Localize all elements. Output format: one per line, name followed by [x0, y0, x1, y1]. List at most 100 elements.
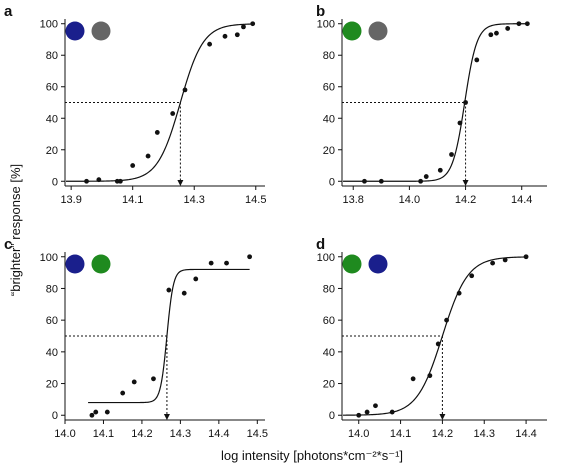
x-tick-label: 14.0	[399, 194, 420, 206]
data-point	[457, 120, 463, 126]
data-point	[193, 276, 199, 282]
threshold-arrowhead	[177, 180, 184, 186]
threshold-arrowhead	[462, 180, 469, 186]
data-point	[364, 409, 370, 415]
data-point	[488, 32, 494, 38]
data-point	[389, 409, 395, 415]
panel-letter: b	[316, 3, 325, 20]
blue-stimulus-disc	[368, 254, 388, 274]
panel-letter: d	[316, 236, 325, 253]
data-point	[120, 390, 126, 396]
fit-curve	[343, 23, 528, 182]
y-tick-label: 0	[329, 176, 335, 188]
panels: a 0 20 40 60 80 100 13.9 14.1 14.3 14.5 b 0 20 40 60 80 1…	[4, 3, 547, 440]
panel-d: d 0 20 40 60 80 100 14.0 14.1 14.2 14.3 14.4	[316, 236, 547, 440]
data-point	[145, 153, 151, 159]
data-point	[84, 178, 89, 184]
data-point	[207, 41, 213, 47]
data-point	[131, 379, 137, 385]
y-tick-label: 60	[323, 315, 335, 327]
data-point	[222, 33, 228, 39]
data-point	[104, 409, 110, 415]
x-tick-label: 14.3	[474, 428, 495, 440]
x-axis-title: log intensity [photons*cm⁻²*s⁻¹]	[221, 448, 403, 463]
x-tick-label: 14.3	[170, 428, 191, 440]
x-tick-label: 14.1	[390, 428, 411, 440]
panel-letter: c	[4, 236, 12, 253]
y-tick-label: 80	[46, 50, 58, 62]
y-tick-label: 40	[46, 113, 58, 125]
data-point	[89, 412, 95, 418]
data-point	[524, 21, 530, 27]
data-point	[449, 152, 454, 157]
data-point	[435, 341, 441, 347]
data-point	[410, 376, 416, 382]
data-point	[117, 178, 123, 184]
data-point	[418, 178, 424, 184]
data-point	[151, 376, 156, 382]
y-tick-label: 40	[323, 347, 335, 359]
x-tick-label: 14.5	[245, 194, 266, 206]
y-tick-label: 20	[323, 379, 335, 391]
x-tick-label: 14.2	[131, 428, 152, 440]
data-point	[234, 32, 240, 38]
data-point	[241, 24, 246, 30]
data-point	[516, 21, 522, 27]
y-tick-label: 100	[317, 19, 335, 31]
panel-c: c 0 20 40 60 80 100 14.0 14.1 14.2 14.3 14.4 14.5	[4, 236, 268, 440]
data-point	[474, 57, 480, 63]
data-point	[181, 290, 187, 296]
y-tick-label: 60	[323, 82, 335, 94]
data-point	[456, 290, 462, 296]
blue-stimulus-disc	[65, 21, 85, 41]
y-tick-label: 20	[323, 145, 335, 157]
data-point	[224, 260, 229, 266]
y-tick-label: 0	[52, 410, 58, 422]
x-tick-label: 14.2	[455, 194, 476, 206]
data-point	[423, 174, 429, 179]
x-tick-label: 14.5	[247, 428, 268, 440]
data-point	[502, 257, 508, 263]
y-axis-title: “brighter” response [%]	[8, 164, 23, 296]
threshold-arrowhead	[439, 414, 446, 420]
y-tick-label: 20	[46, 145, 58, 157]
y-tick-label: 60	[46, 315, 58, 327]
x-tick-label: 14.3	[184, 194, 205, 206]
data-point	[130, 163, 136, 168]
data-point	[469, 273, 475, 279]
green-stimulus-disc	[342, 254, 362, 274]
y-tick-label: 40	[46, 347, 58, 359]
y-tick-label: 100	[40, 252, 58, 264]
y-tick-label: 80	[323, 50, 335, 62]
data-point	[490, 260, 496, 266]
data-point	[247, 254, 253, 260]
data-point	[494, 30, 499, 36]
data-point	[356, 412, 362, 418]
data-point	[523, 254, 529, 260]
green-stimulus-disc	[342, 21, 362, 41]
y-tick-label: 100	[40, 19, 58, 31]
x-tick-label: 14.0	[54, 428, 75, 440]
x-tick-label: 13.8	[343, 194, 364, 206]
x-tick-label: 14.4	[515, 428, 536, 440]
x-tick-label: 14.2	[432, 428, 453, 440]
y-tick-label: 80	[323, 283, 335, 295]
y-tick-label: 60	[46, 82, 58, 94]
x-tick-label: 14.4	[511, 194, 532, 206]
fit-curve	[88, 268, 250, 404]
y-tick-label: 100	[317, 252, 335, 264]
x-tick-label: 14.0	[348, 428, 369, 440]
panel-letter: a	[4, 3, 13, 20]
green-stimulus-disc	[91, 254, 111, 274]
x-tick-label: 14.4	[208, 428, 229, 440]
fit-curve	[343, 256, 527, 416]
y-tick-label: 0	[52, 176, 58, 188]
data-point	[96, 177, 102, 183]
data-point	[378, 178, 384, 184]
data-point	[154, 130, 160, 135]
y-tick-label: 80	[46, 283, 58, 295]
y-tick-label: 40	[323, 113, 335, 125]
data-point	[427, 373, 433, 379]
data-point	[505, 26, 511, 31]
